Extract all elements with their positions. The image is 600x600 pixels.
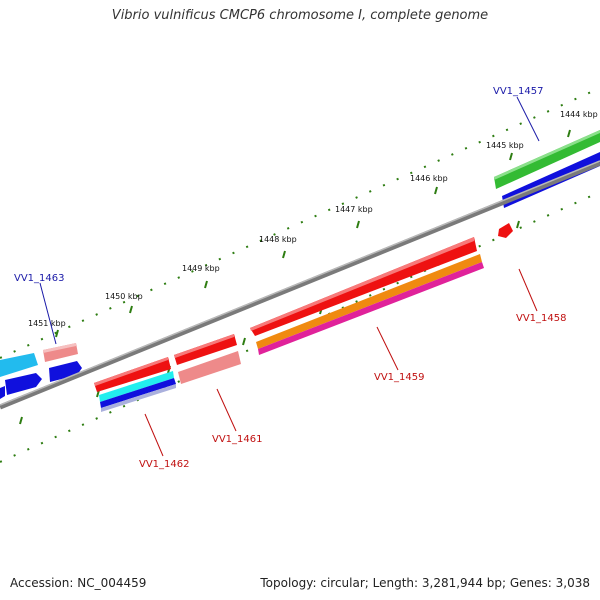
major-tick [516, 220, 520, 229]
major-tick [282, 250, 286, 259]
map-title: Vibrio vulnificus CMCP6 chromosome I, co… [111, 8, 489, 23]
tick-label-1447: 1447 kbp [335, 205, 373, 214]
genome-summary-text: Topology: circular; Length: 3,281,944 bp… [260, 576, 590, 590]
gene-label-vv1-1461[interactable]: VV1_1461 [212, 434, 263, 445]
gene-vv1-1462-red-highlight [94, 357, 168, 386]
major-tick [567, 129, 571, 138]
gene-label-vv1-1459[interactable]: VV1_1459 [374, 372, 425, 383]
gene-pink-1451-highlight [43, 343, 76, 353]
major-tick [129, 305, 133, 314]
tick-label-1446: 1446 kbp [410, 174, 448, 183]
gene-vv1-1461-pink[interactable] [178, 351, 241, 384]
leader-line-1458 [518, 268, 538, 312]
tick-label-1450: 1450 kbp [105, 292, 143, 301]
accession-text: Accession: NC_004459 [10, 576, 147, 590]
tick-label-1448: 1448 kbp [259, 235, 297, 244]
genome-backbone [0, 160, 600, 410]
major-tick [19, 416, 23, 425]
leader-line-1462 [144, 413, 164, 457]
leader-line-1457 [516, 96, 540, 142]
tick-labels: 1444 kbp 1445 kbp 1446 kbp 1447 kbp 1448… [28, 110, 598, 328]
gene-blue-1463-b[interactable] [49, 361, 82, 382]
major-tick [434, 186, 438, 195]
gene-vv1-1459-orange[interactable] [256, 254, 482, 349]
gene-labels: VV1_1457 VV1_1463 VV1_1458 VV1_1459 VV1_… [14, 86, 567, 470]
major-tick [204, 280, 208, 289]
leader-line-1459 [376, 326, 399, 371]
gene-blue-1463-a[interactable] [5, 373, 42, 395]
leader-line-1461 [216, 388, 237, 432]
gene-label-vv1-1462[interactable]: VV1_1462 [139, 459, 190, 470]
gene-pink-1451[interactable] [43, 343, 78, 362]
tick-label-1445: 1445 kbp [486, 141, 524, 150]
gene-vv1-1462-blue[interactable] [100, 378, 176, 408]
major-tick [356, 220, 360, 229]
gene-label-vv1-1458[interactable]: VV1_1458 [516, 313, 567, 324]
gene-vv1-1459-magenta[interactable] [258, 262, 484, 355]
leader-line-1463 [39, 282, 57, 345]
gene-vv1-1457-highlight [494, 130, 600, 180]
gene-blue-1463-edge[interactable] [0, 386, 5, 399]
gene-label-vv1-1463[interactable]: VV1_1463 [14, 273, 65, 284]
outer-major-ticks [55, 129, 571, 338]
gene-vv1-1461-red[interactable] [174, 334, 237, 365]
major-tick [242, 337, 246, 346]
gene-vv1-1462-shadow [101, 384, 176, 412]
gene-vv1-1459-red-highlight [250, 237, 474, 331]
major-tick [55, 329, 59, 338]
gene-vv1-1462-cyan[interactable] [99, 371, 174, 402]
tick-label-1451: 1451 kbp [28, 319, 66, 328]
gene-label-vv1-1457[interactable]: VV1_1457 [493, 86, 544, 97]
gene-cyan-1463[interactable] [0, 353, 38, 377]
tick-label-1449: 1449 kbp [182, 264, 220, 273]
label-leader-lines [39, 96, 540, 457]
tick-label-1444: 1444 kbp [560, 110, 598, 119]
forward-strand-features [0, 130, 600, 399]
reverse-strand-features [94, 223, 513, 412]
major-tick [509, 152, 513, 161]
gene-vv1-1461-red-highlight [174, 334, 234, 358]
gene-vv1-1458[interactable] [498, 223, 513, 238]
